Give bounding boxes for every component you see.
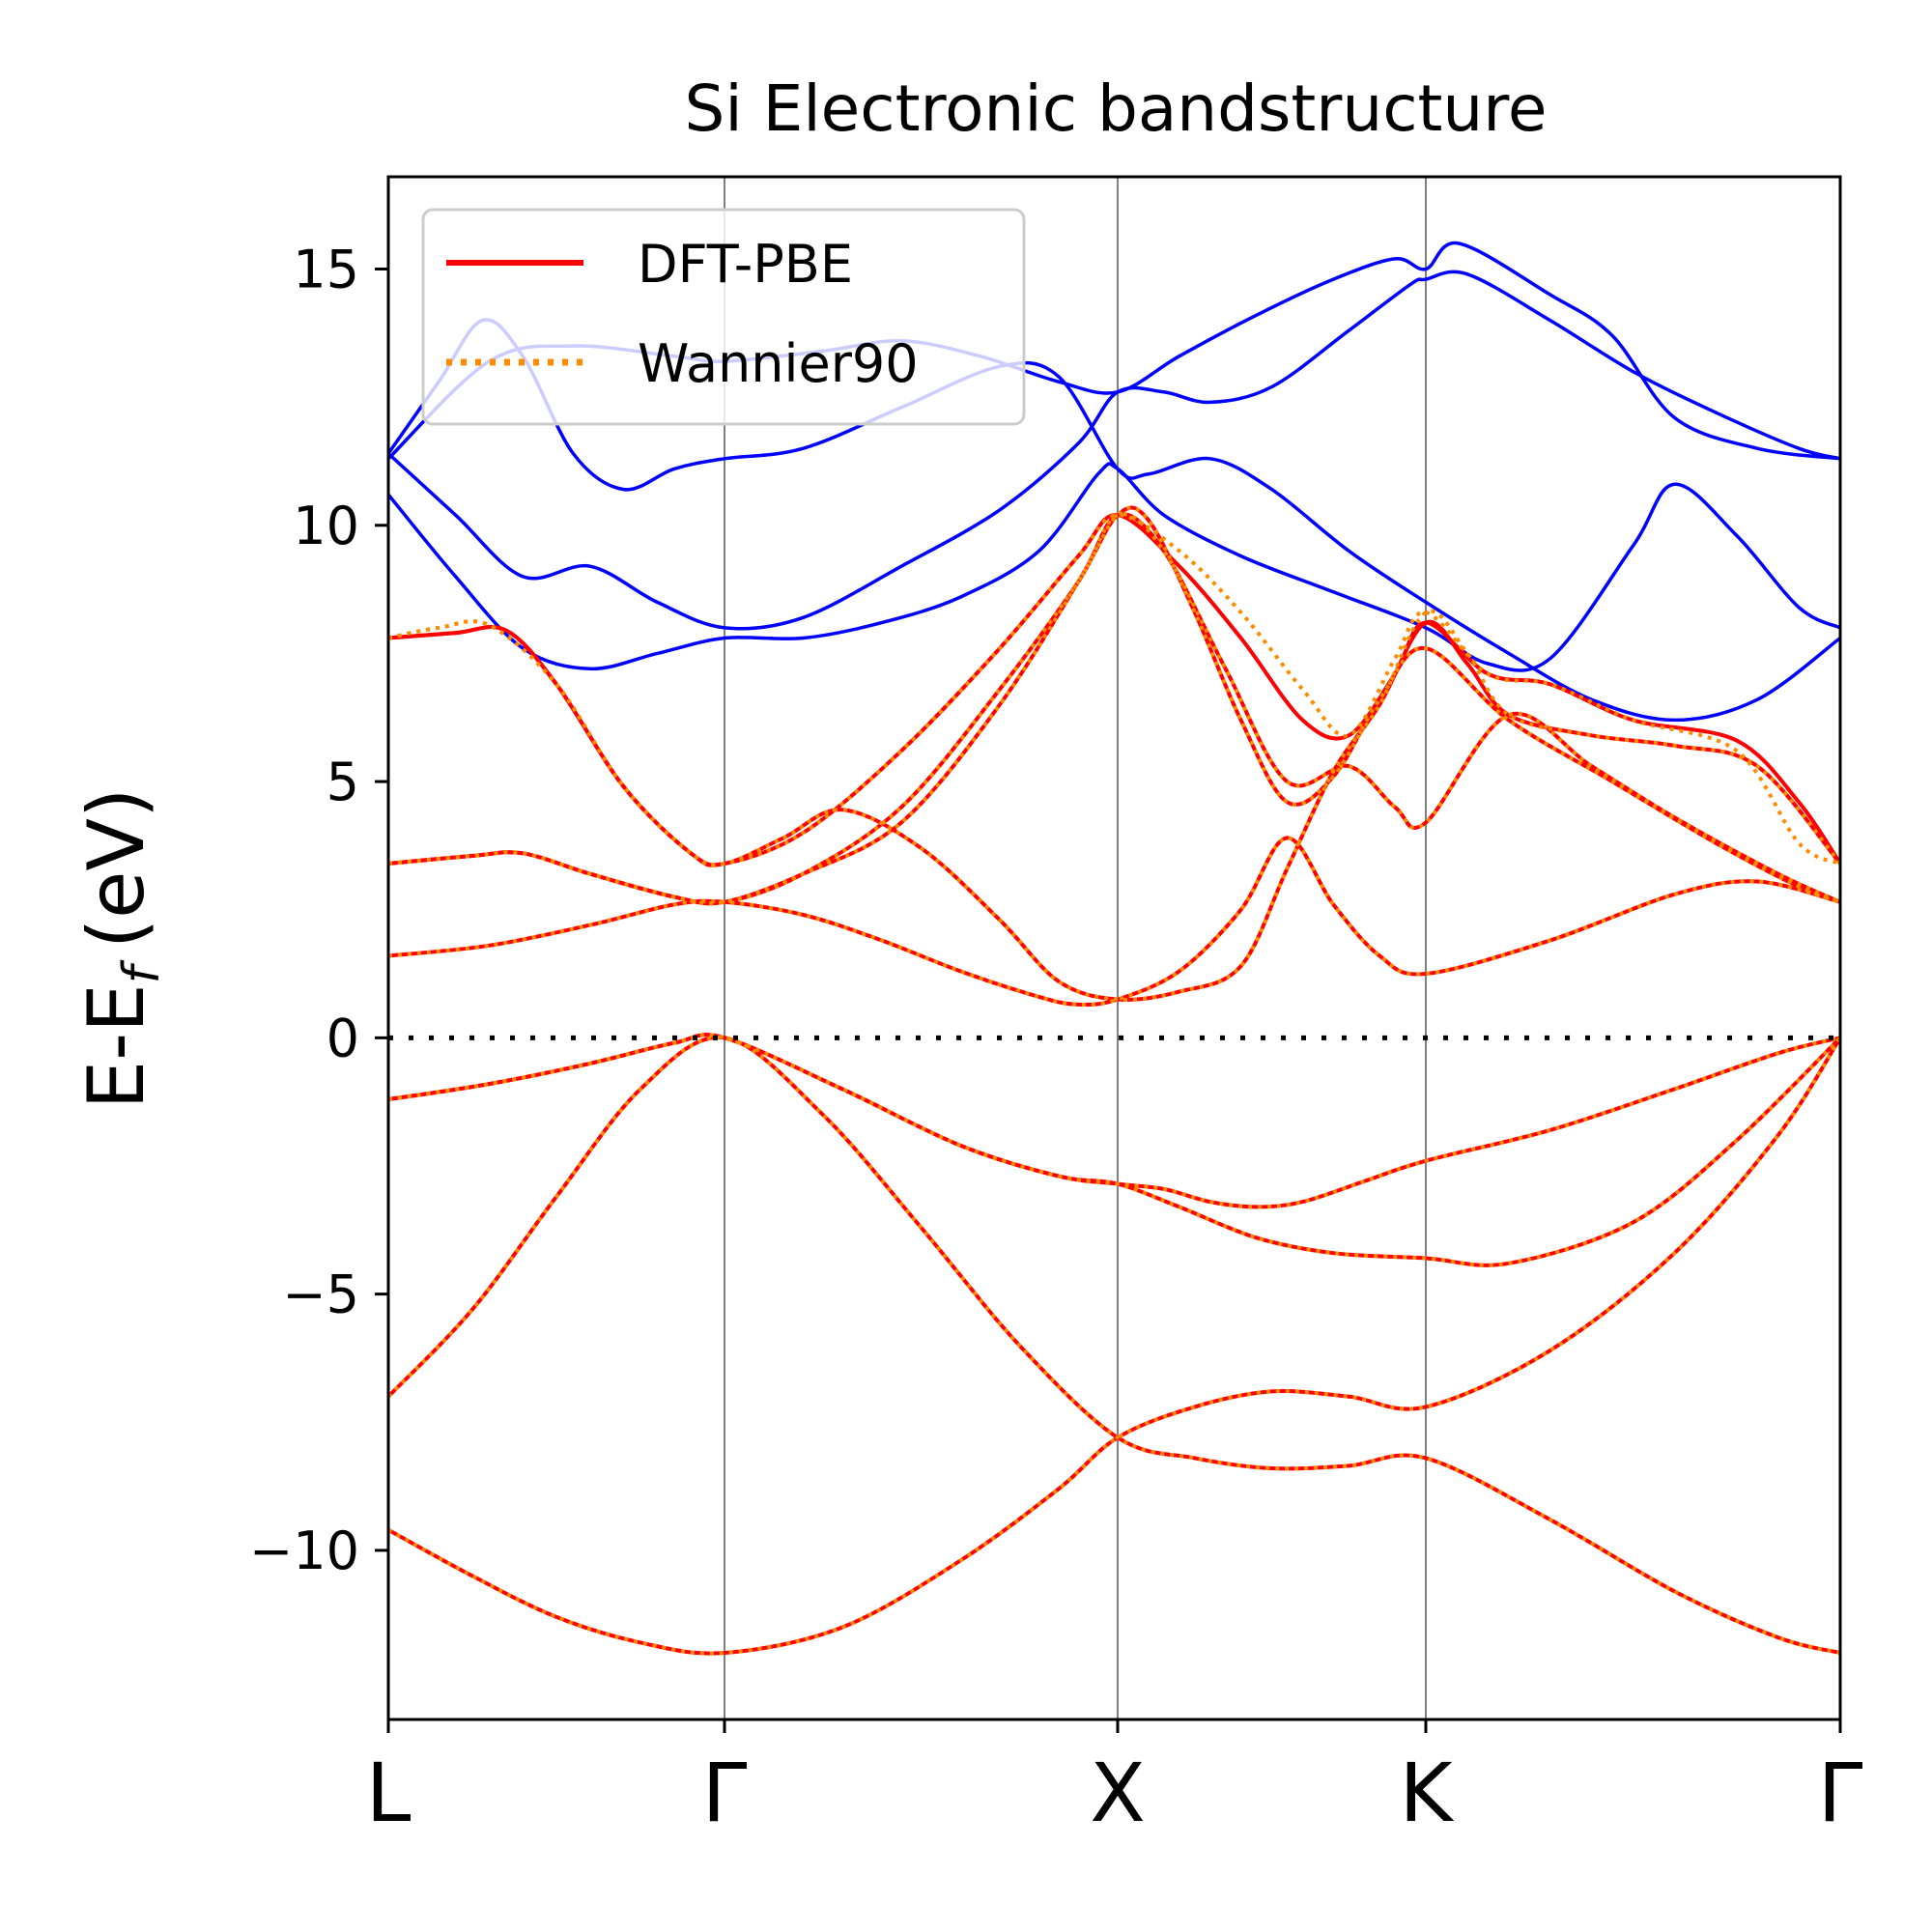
y-tick-label: 0 [327,1008,359,1068]
wannier-band-line [387,609,1842,1002]
y-tick-label: 10 [293,496,359,556]
legend: DFT-PBE Wannier90 [421,208,1026,426]
wannier-band-line [387,505,1841,906]
ylabel-subscript: f [113,959,171,983]
wannier-band-line [387,1033,1842,1267]
y-tick-label: −10 [249,1520,359,1581]
dft-band-line [387,836,1841,1008]
y-tick-label: −5 [282,1264,359,1325]
wannier-band-line [387,836,1841,1008]
wannier-band-line [386,1035,1841,1655]
x-tick-label: X [1090,1746,1146,1840]
wannier-band-line [387,513,1841,867]
dft-band-line [387,513,1842,867]
y-tick-label: 5 [327,752,359,812]
ylabel-main: E-E [71,983,161,1109]
chart-title: Si Electronic bandstructure [684,71,1547,146]
wannier-band-line [387,1037,1842,1656]
x-tick-label: Γ [1818,1746,1863,1840]
dft-band-line [386,1035,1841,1655]
x-tick-label: Γ [702,1746,748,1840]
y-axis-label: E-Ef (eV) [71,788,171,1110]
y-axis-ticks: 15 10 5 0 −5 −10 [249,240,388,1581]
dft-band-line [387,1033,1842,1267]
svg-text:E-Ef(eV): E-Ef (eV) [71,788,171,1110]
plot-frame [386,175,1842,1721]
legend-wannier-label: Wannier90 [638,333,919,394]
x-tick-label: L [366,1746,412,1840]
legend-dft-label: DFT-PBE [638,234,853,295]
y-tick-label: 15 [293,240,359,300]
dft-band-line [387,505,1841,906]
ylabel-unit: (eV) [71,788,161,949]
upper-band-line [386,270,1841,631]
upper-band-line [386,462,1841,672]
vertical-gridlines [724,177,1427,1719]
x-tick-label: K [1399,1746,1454,1840]
dft-band-line [387,619,1842,1002]
band-lines [386,242,1842,1656]
